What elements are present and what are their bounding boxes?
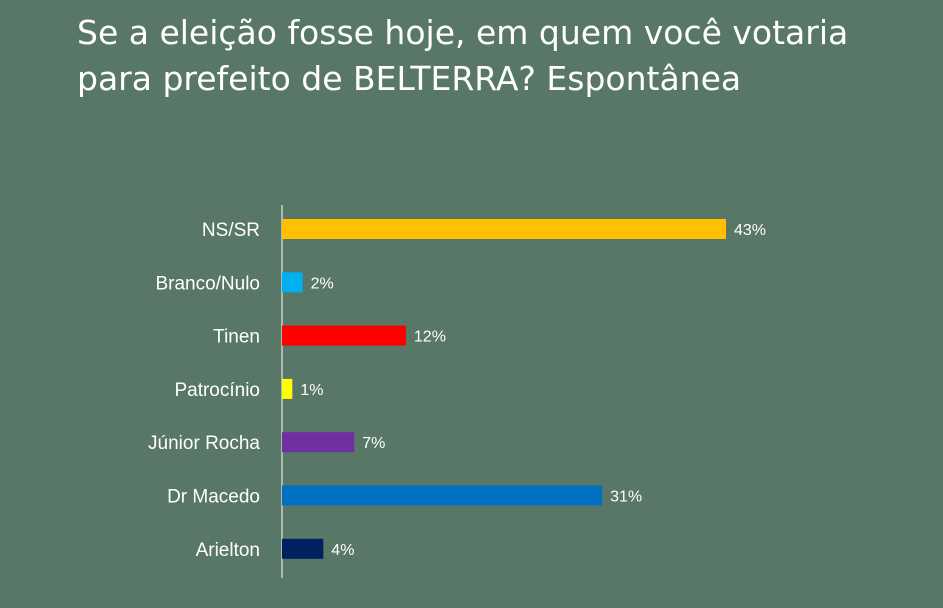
category-label: Tinen: [213, 327, 260, 348]
value-label: 2%: [311, 275, 334, 292]
value-label: 12%: [414, 329, 446, 346]
value-label: 43%: [734, 222, 766, 239]
value-label: 31%: [610, 489, 642, 506]
category-label: Patrocínio: [174, 380, 260, 401]
bar: [282, 325, 406, 346]
category-label: Júnior Rocha: [148, 433, 260, 454]
bar: [282, 272, 303, 293]
value-label: 1%: [300, 382, 323, 399]
value-label: 7%: [362, 435, 385, 452]
bar: [282, 378, 293, 399]
bar: [282, 538, 324, 559]
category-label: Branco/Nulo: [155, 273, 260, 294]
category-label: Dr Macedo: [167, 487, 260, 508]
bar: [282, 485, 603, 506]
bars-group: NS/SR 43% Branco/Nulo 2% Tinen 12% Patrocínio 1…: [148, 219, 766, 561]
bar: [282, 219, 726, 239]
category-label: NS/SR: [202, 220, 260, 241]
bar: [282, 432, 355, 453]
category-label: Arielton: [196, 540, 260, 561]
chart-title: Se a eleição fosse hoje, em quem você vo…: [77, 13, 849, 98]
value-label: 4%: [331, 542, 354, 559]
